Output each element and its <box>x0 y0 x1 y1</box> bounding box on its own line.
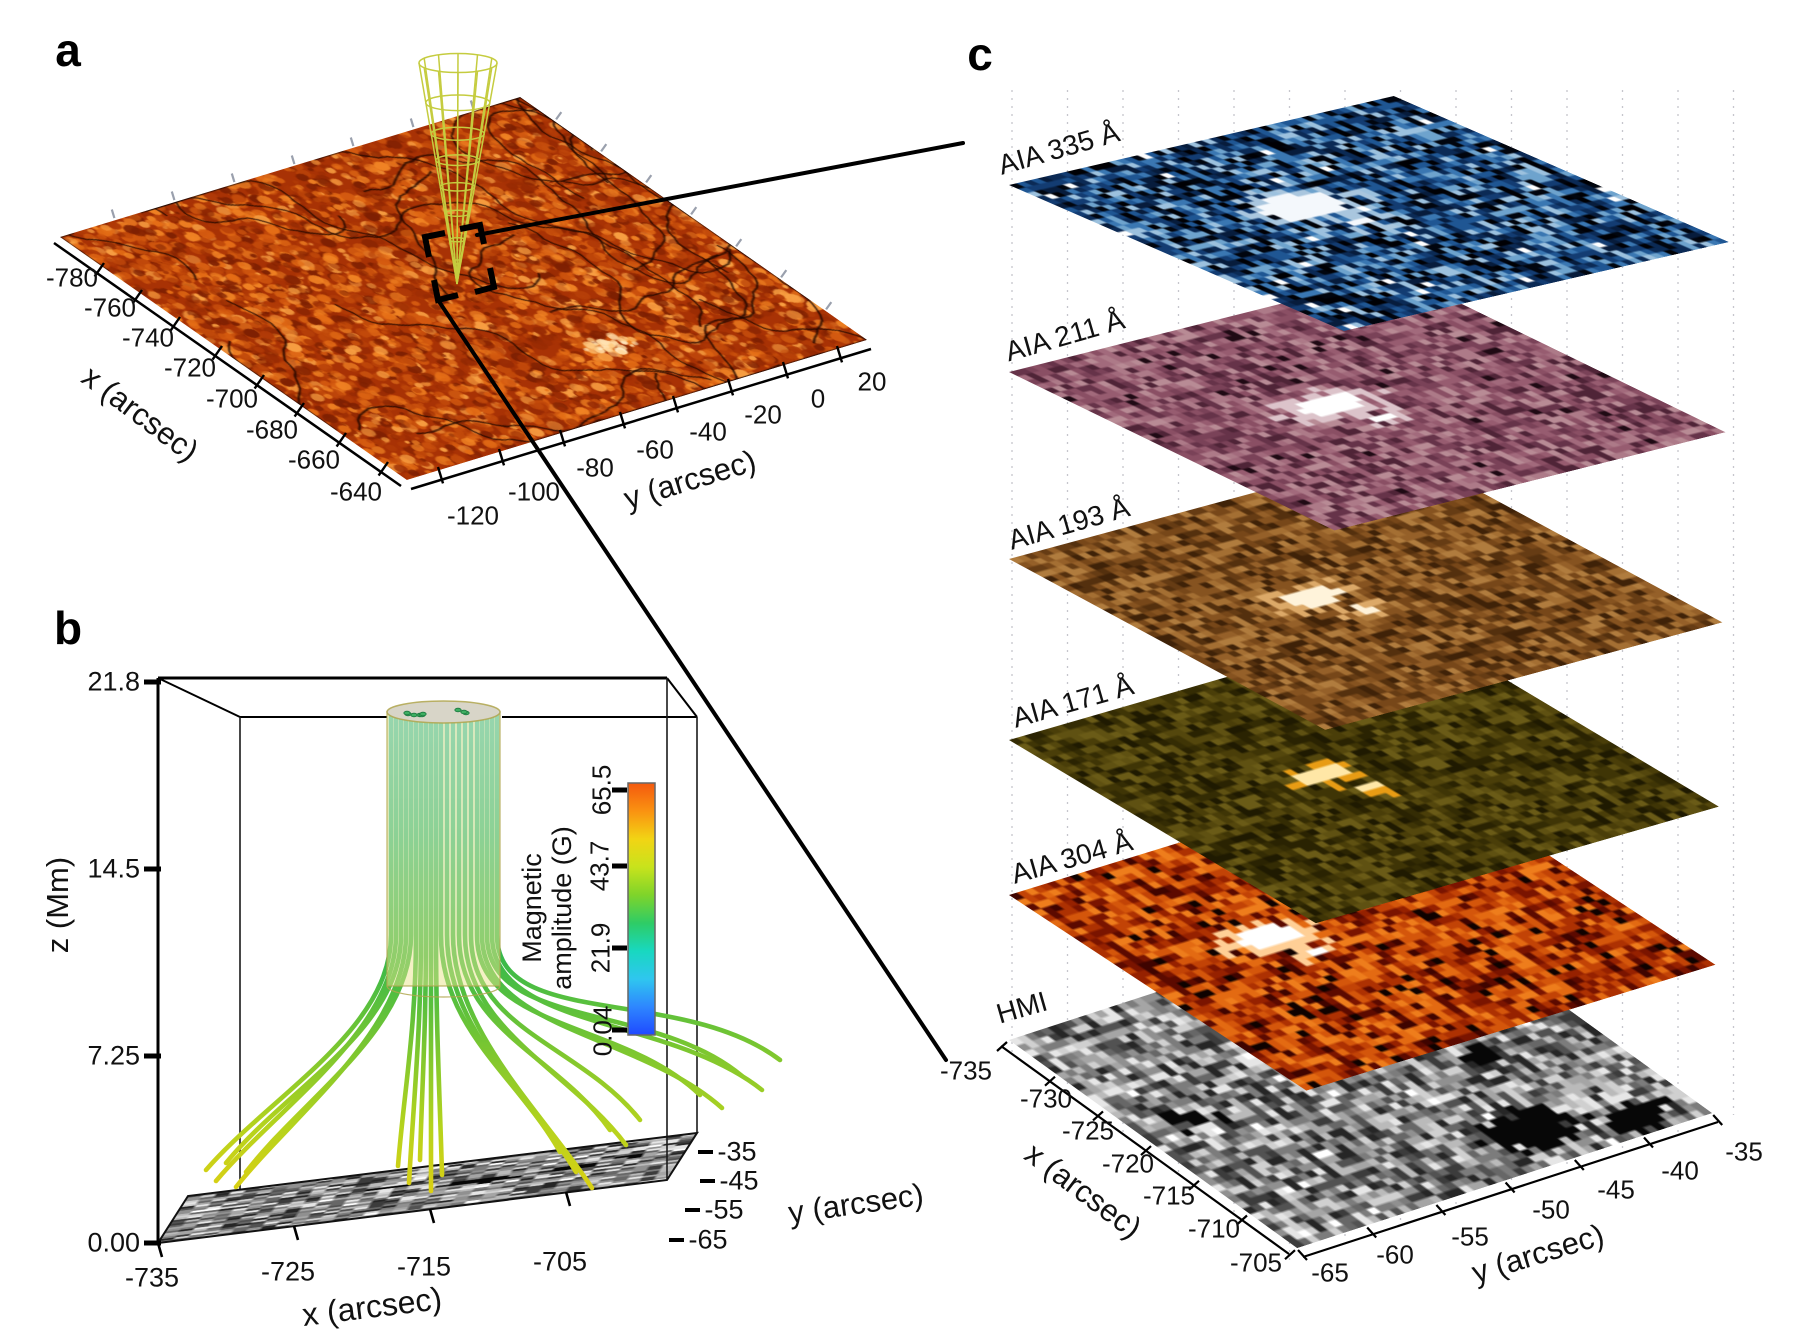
panel-a-axes <box>53 100 872 491</box>
panel-c-x-tick: -705 <box>1229 1247 1283 1278</box>
panel-a-y-tick: -120 <box>446 500 500 531</box>
panel-c-x-tick: -715 <box>1142 1180 1196 1211</box>
panel-b-z-axis-label: z (Mm) <box>40 856 75 954</box>
panel-a-y-tick: 20 <box>857 366 887 397</box>
colorbar-tick: 43.7 <box>584 840 615 892</box>
panel-a-x-tick: -680 <box>245 414 299 445</box>
flux-tube-cylinder <box>386 700 501 998</box>
colorbar-title: Magnetic amplitude (G) <box>517 826 577 990</box>
panel-b-z-tick: 14.5 <box>87 853 140 884</box>
magnetic-amplitude-colorbar <box>612 782 656 1036</box>
panel-b-z-tick: 0.00 <box>87 1227 140 1258</box>
panel-c-y-tick: -60 <box>1376 1239 1414 1270</box>
panel-b-z-tick: 7.25 <box>87 1040 140 1071</box>
colorbar-tick: 0.04 <box>587 1005 618 1057</box>
panel-a-y-tick: -40 <box>689 416 727 447</box>
panel-a-letter: a <box>55 24 81 76</box>
panel-c-y-tick: -55 <box>1451 1221 1489 1252</box>
panel-b-letter: b <box>53 602 83 654</box>
panel-b-y-tick: -35 <box>717 1136 757 1167</box>
panel-c-y-tick: -50 <box>1532 1194 1570 1225</box>
panel-b-y-tick: -65 <box>688 1224 728 1255</box>
panel-a-y-tick: 0 <box>810 383 826 414</box>
panel-b-box <box>144 676 715 1258</box>
panel-a-y-tick: -60 <box>636 434 674 465</box>
panel-a-x-tick: -640 <box>329 476 383 507</box>
panel-a-x-tick: -760 <box>83 292 137 323</box>
inclination-cone-wireframe <box>418 52 498 285</box>
colorbar-title-line1: Magnetic <box>516 853 547 963</box>
panel-c-y-tick: -45 <box>1597 1174 1635 1205</box>
panel-c-letter: c <box>967 28 993 80</box>
panel-c-axes <box>996 1041 1724 1261</box>
panel-a-x-tick: -780 <box>45 262 99 293</box>
panel-c-x-tick: -710 <box>1187 1213 1241 1244</box>
colorbar-tick: 21.9 <box>585 922 616 974</box>
panel-c-y-tick: -65 <box>1311 1257 1349 1288</box>
colorbar-title-line2: amplitude (G) <box>547 826 577 990</box>
panel-b-x-tick: -705 <box>532 1246 588 1277</box>
panel-a-x-tick: -720 <box>163 352 217 383</box>
panel-c-x-tick: -735 <box>939 1055 993 1086</box>
panel-c-x-tick: -730 <box>1019 1083 1073 1114</box>
panel-c-x-tick: -725 <box>1061 1115 1115 1146</box>
panel-b-y-tick: -45 <box>719 1165 759 1196</box>
panel-a-x-tick: -740 <box>121 322 175 353</box>
panel-b-x-tick: -735 <box>124 1262 180 1293</box>
panel-a-y-tick: -100 <box>507 476 561 507</box>
panel-b-x-tick: -725 <box>260 1256 316 1287</box>
panel-b-x-tick: -715 <box>396 1251 452 1282</box>
panel-b-y-tick: -55 <box>704 1194 744 1225</box>
colorbar-tick: 65.5 <box>586 764 617 816</box>
panel-a-y-tick: -20 <box>744 399 782 430</box>
panel-c-y-tick: -35 <box>1725 1136 1763 1167</box>
panel-a-y-tick: -80 <box>576 452 614 483</box>
zoom-connector-lines <box>436 141 965 1062</box>
panel-c-y-tick: -40 <box>1661 1155 1699 1186</box>
panel-b-z-tick: 21.8 <box>87 666 140 697</box>
panel-a-x-tick: -660 <box>287 444 341 475</box>
panel-a-x-tick: -700 <box>205 383 259 414</box>
panel-c-x-tick: -720 <box>1101 1148 1155 1179</box>
